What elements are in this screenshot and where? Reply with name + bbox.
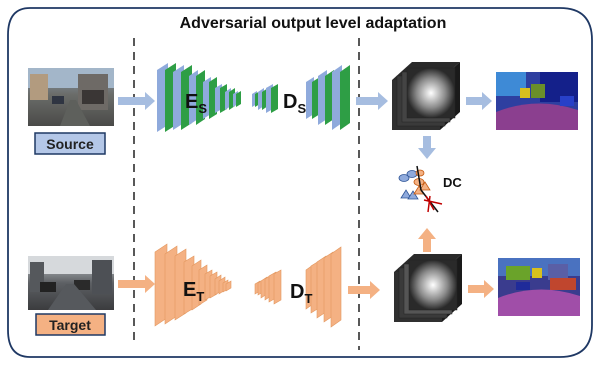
arrow-source-to-dc: [418, 136, 436, 159]
target-label-box: [35, 313, 106, 336]
source-image: [28, 68, 114, 126]
target-encoder-label: ET: [183, 279, 204, 304]
source-decoder-label: DS: [283, 91, 306, 116]
arrow-target-in: [118, 275, 155, 293]
target-label: Target: [49, 317, 91, 333]
arrow-target-to-dc: [418, 228, 436, 252]
source-encoder-sub: S: [198, 101, 207, 116]
source-decoder: [252, 65, 350, 130]
source-label-box: [34, 132, 106, 155]
discriminator-label: DC: [443, 175, 462, 190]
outer-frame: [7, 7, 593, 358]
source-segmentation: [496, 72, 578, 130]
source-label: Source: [46, 136, 94, 152]
source-decoder-main: D: [283, 91, 297, 113]
arrow-source-in: [118, 92, 155, 110]
target-encoder: [154, 243, 232, 327]
target-decoder-sub: T: [304, 291, 312, 306]
target-decoder-main: D: [290, 281, 304, 303]
target-image: [28, 256, 114, 310]
source-decoder-sub: S: [297, 101, 306, 116]
arrow-source-out: [356, 92, 388, 110]
source-encoder-label: ES: [185, 91, 207, 116]
source-feature-maps: [392, 62, 460, 130]
source-encoder: [157, 63, 241, 132]
target-feature-maps: [394, 254, 462, 322]
target-segmentation: [498, 258, 580, 316]
arrow-target-out: [348, 281, 380, 299]
arrow-source-seg: [466, 92, 492, 110]
diagram-title: Adversarial output level adaptation: [180, 15, 447, 32]
discriminator-glyph: [398, 165, 443, 213]
target-decoder-label: DT: [290, 281, 312, 306]
source-encoder-main: E: [185, 91, 198, 113]
target-encoder-sub: T: [196, 289, 204, 304]
target-decoder: [254, 246, 342, 328]
arrow-target-seg: [468, 280, 494, 298]
target-encoder-main: E: [183, 279, 196, 301]
